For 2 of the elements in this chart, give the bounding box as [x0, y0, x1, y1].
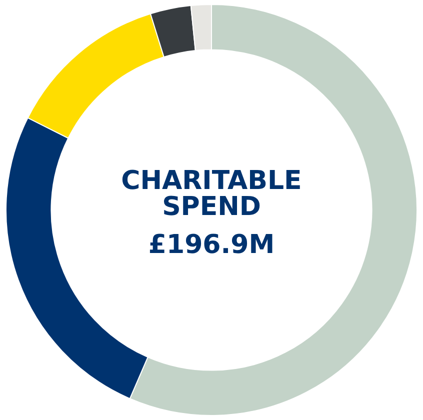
text: £196.9M [148, 230, 275, 260]
text: CHARITABLE SPEND [121, 166, 302, 222]
